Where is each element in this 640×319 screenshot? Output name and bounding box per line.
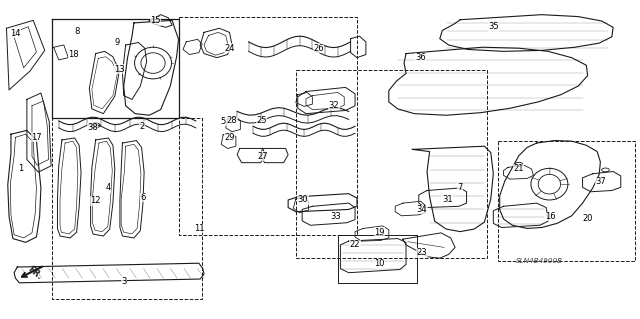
Text: 16: 16 (545, 212, 556, 221)
Text: 4: 4 (106, 183, 111, 192)
Text: 7: 7 (458, 183, 463, 192)
Text: 15: 15 (150, 17, 161, 26)
Text: 37: 37 (595, 177, 605, 186)
Text: 34: 34 (417, 205, 428, 214)
Text: 27: 27 (257, 152, 268, 161)
Text: 3: 3 (122, 277, 127, 286)
Text: 6: 6 (140, 193, 145, 202)
Text: 36: 36 (415, 53, 426, 62)
Text: 20: 20 (582, 213, 593, 222)
Text: 29: 29 (224, 133, 235, 142)
Text: 35: 35 (488, 22, 499, 31)
Text: 2: 2 (139, 122, 144, 131)
Text: 19: 19 (374, 228, 385, 237)
Text: 23: 23 (417, 248, 428, 257)
Text: 18: 18 (68, 50, 79, 59)
Text: FR.: FR. (26, 264, 44, 281)
Text: 17: 17 (31, 133, 42, 142)
Text: 1: 1 (18, 165, 23, 174)
Text: 26: 26 (314, 44, 324, 53)
Text: 30: 30 (298, 196, 308, 204)
Text: 9: 9 (115, 38, 120, 47)
Text: 13: 13 (114, 65, 125, 74)
Text: 22: 22 (350, 241, 360, 249)
Text: 14: 14 (10, 28, 20, 38)
Text: 25: 25 (256, 116, 267, 125)
Text: SLN4B4900B: SLN4B4900B (516, 258, 563, 264)
Text: 8: 8 (74, 27, 79, 36)
Text: 28: 28 (227, 116, 237, 125)
Text: 5: 5 (221, 117, 226, 126)
Text: 32: 32 (329, 100, 339, 110)
Text: 12: 12 (90, 196, 101, 205)
Text: 24: 24 (224, 44, 235, 53)
Text: 33: 33 (330, 212, 341, 221)
Text: 10: 10 (374, 259, 385, 268)
Text: 21: 21 (513, 165, 524, 174)
Text: 38: 38 (87, 123, 98, 132)
Text: 31: 31 (442, 196, 452, 204)
Text: 11: 11 (194, 224, 204, 233)
